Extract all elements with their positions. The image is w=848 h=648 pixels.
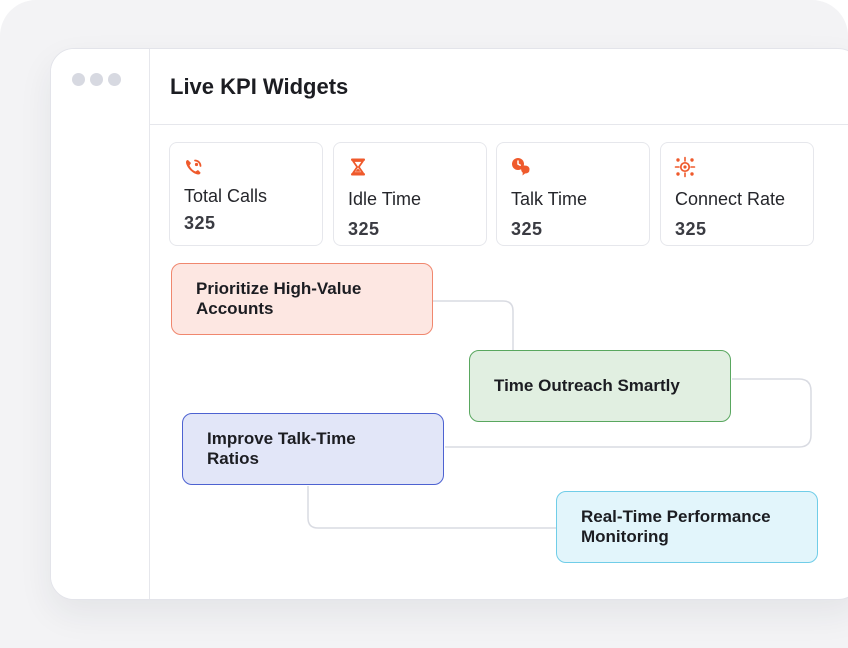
hourglass-icon	[351, 158, 365, 176]
kpi-value: 325	[184, 213, 216, 233]
connector-1	[432, 300, 514, 351]
window-dot-3[interactable]	[108, 73, 121, 86]
app-window: Live KPI Widgets Total Calls 325 Idle Ti…	[50, 48, 848, 600]
flow-node-label: Real-Time Performance Monitoring	[581, 507, 771, 546]
flow-node-label: Improve Talk-Time Ratios	[207, 429, 356, 468]
flow-node-label: Time Outreach Smartly	[494, 376, 680, 395]
kpi-label: Connect Rate	[675, 189, 786, 209]
flow-connectors	[307, 300, 812, 529]
kpi-label: Talk Time	[511, 189, 588, 209]
kpi-value: 325	[675, 219, 707, 239]
kpi-label: Total Calls	[184, 186, 268, 206]
kpi-value: 325	[511, 219, 543, 239]
sidebar	[51, 49, 150, 599]
window-controls	[72, 73, 121, 86]
flow-node-prioritize-accounts[interactable]: Prioritize High-Value Accounts	[171, 263, 433, 335]
kpi-label: Idle Time	[348, 189, 422, 209]
flow-node-time-outreach[interactable]: Time Outreach Smartly	[469, 350, 731, 422]
phone-ringing-icon	[186, 159, 202, 175]
clock-chat-icon	[512, 158, 530, 176]
kpi-card-connect-rate[interactable]: Connect Rate 325	[660, 142, 814, 246]
page-title: Live KPI Widgets	[170, 74, 349, 99]
connector-3	[307, 486, 557, 529]
flow-node-performance-monitoring[interactable]: Real-Time Performance Monitoring	[556, 491, 818, 563]
network-target-icon	[674, 156, 696, 178]
kpi-value: 325	[348, 219, 380, 239]
window-dot-1[interactable]	[72, 73, 85, 86]
flow-node-label: Prioritize High-Value Accounts	[196, 279, 362, 318]
window-header: Live KPI Widgets	[150, 49, 848, 125]
connector-2	[445, 378, 812, 448]
kpi-card-total-calls[interactable]: Total Calls 325	[169, 142, 323, 246]
kpi-card-talk-time[interactable]: Talk Time 325	[496, 142, 650, 246]
window-dot-2[interactable]	[90, 73, 103, 86]
flow-node-improve-talk-time[interactable]: Improve Talk-Time Ratios	[182, 413, 444, 485]
kpi-card-idle-time[interactable]: Idle Time 325	[333, 142, 487, 246]
